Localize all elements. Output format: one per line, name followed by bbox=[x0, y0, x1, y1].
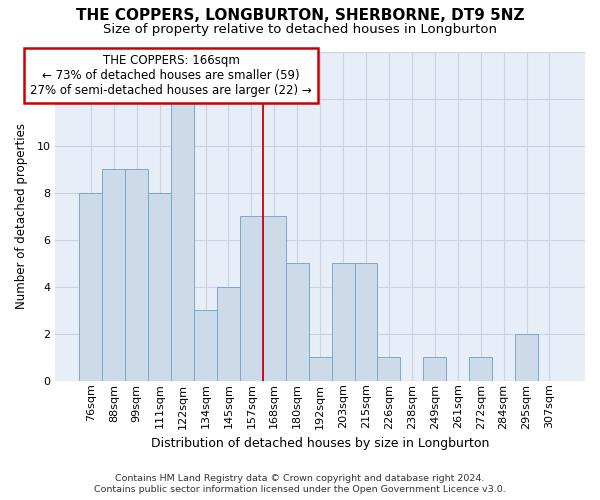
Bar bbox=[377, 357, 400, 381]
Bar bbox=[263, 216, 286, 381]
X-axis label: Distribution of detached houses by size in Longburton: Distribution of detached houses by size … bbox=[151, 437, 490, 450]
Bar bbox=[79, 192, 103, 381]
Bar bbox=[194, 310, 217, 381]
Bar bbox=[240, 216, 263, 381]
Bar bbox=[148, 192, 171, 381]
Bar bbox=[515, 334, 538, 381]
Bar bbox=[286, 263, 308, 381]
Bar bbox=[103, 169, 125, 381]
Bar bbox=[125, 169, 148, 381]
Text: Contains HM Land Registry data © Crown copyright and database right 2024.
Contai: Contains HM Land Registry data © Crown c… bbox=[94, 474, 506, 494]
Bar bbox=[171, 98, 194, 381]
Y-axis label: Number of detached properties: Number of detached properties bbox=[15, 123, 28, 309]
Text: THE COPPERS, LONGBURTON, SHERBORNE, DT9 5NZ: THE COPPERS, LONGBURTON, SHERBORNE, DT9 … bbox=[76, 8, 524, 22]
Bar bbox=[424, 357, 446, 381]
Bar bbox=[308, 357, 332, 381]
Bar bbox=[217, 286, 240, 381]
Text: Size of property relative to detached houses in Longburton: Size of property relative to detached ho… bbox=[103, 22, 497, 36]
Text: THE COPPERS: 166sqm
← 73% of detached houses are smaller (59)
27% of semi-detach: THE COPPERS: 166sqm ← 73% of detached ho… bbox=[30, 54, 312, 97]
Bar bbox=[355, 263, 377, 381]
Bar bbox=[332, 263, 355, 381]
Bar bbox=[469, 357, 492, 381]
